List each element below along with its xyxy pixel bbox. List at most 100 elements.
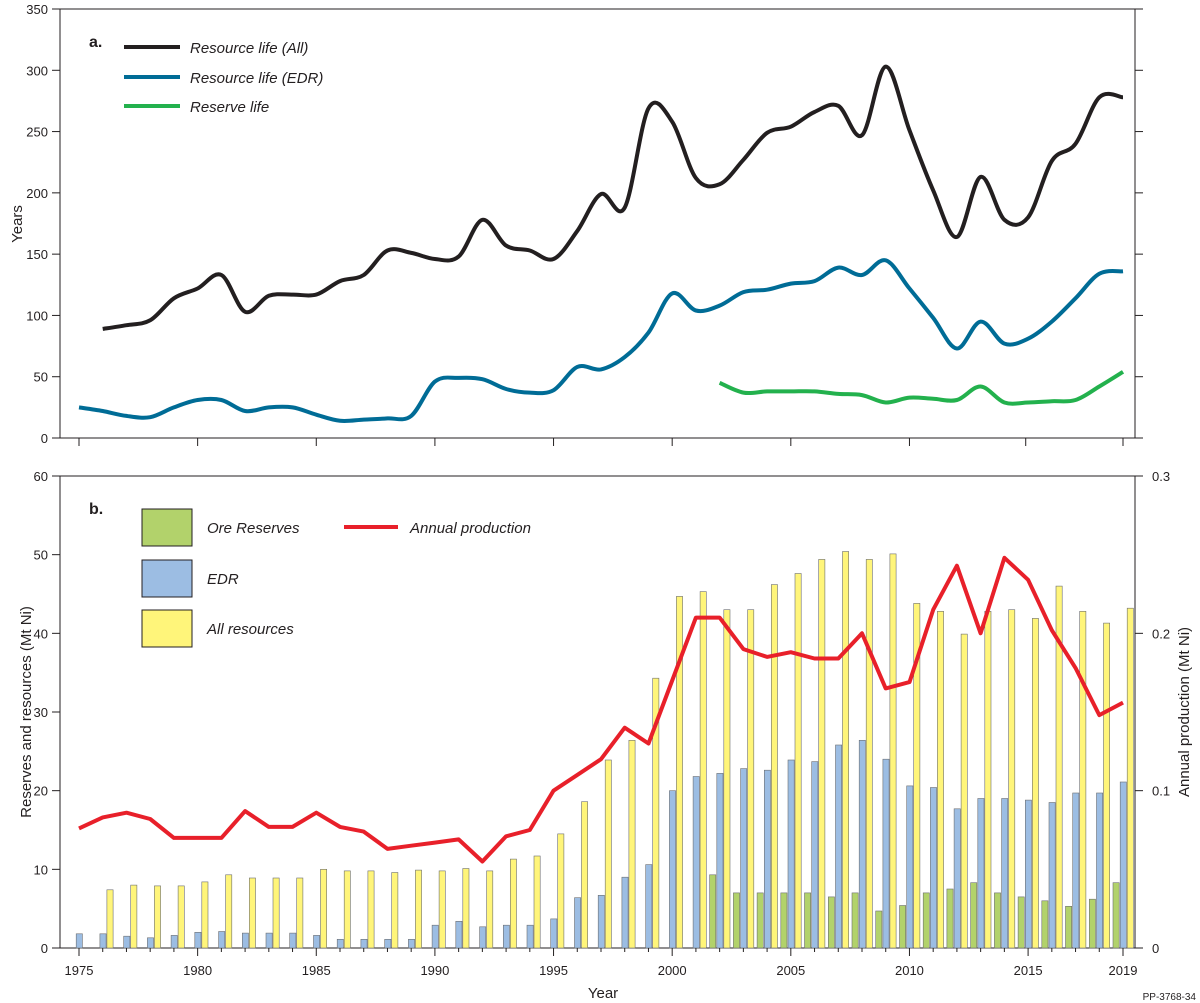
legend-label-edr: EDR <box>207 571 239 588</box>
y-axis-label-a: Years <box>9 205 26 243</box>
bar-all-resources <box>343 870 351 949</box>
y2-tick-label-b: 0 <box>1152 941 1159 956</box>
bar-edr <box>408 938 415 949</box>
bar-all-resources <box>984 610 992 949</box>
bar-all-resources <box>177 885 185 949</box>
bar-edr <box>1072 792 1080 949</box>
bar-ore-reserves <box>875 910 883 949</box>
bar-all-resources <box>604 759 612 949</box>
bar-edr <box>787 759 795 949</box>
y2-tick-label-b: 0.3 <box>1152 469 1170 484</box>
y2-axis-label-b: Annual production (Mt Ni) <box>1176 627 1193 797</box>
bar-all-resources <box>1032 618 1039 949</box>
bar-all-resources <box>1055 585 1063 949</box>
bar-all-resources <box>438 870 446 949</box>
figure-code: PP-3768-34 <box>1143 992 1197 1003</box>
bar-edr <box>763 769 771 949</box>
bar-edr <box>716 773 724 949</box>
bar-edr <box>574 897 581 949</box>
bar-ore-reserves <box>804 892 811 949</box>
panel-a-lines <box>78 64 1125 424</box>
y-tick-label-a: 300 <box>26 63 48 78</box>
bar-edr <box>858 739 866 949</box>
bar-edr <box>1048 802 1056 949</box>
panel-b-line <box>78 555 1124 864</box>
legend-swatch-edr <box>141 559 193 598</box>
panel-b-ticks: 0 10 20 30 40 50 60 0 0.1 0.2 0.3 1975 1980 1985 1990 1… <box>34 469 1171 978</box>
y2-tick-label-b: 0.2 <box>1152 626 1170 641</box>
bar-ore-reserves <box>851 892 859 949</box>
bar-ore-reserves <box>827 896 835 949</box>
y-tick-label-b: 40 <box>34 626 48 641</box>
bar-all-resources <box>628 739 636 949</box>
bar-edr <box>313 935 320 949</box>
bar-all-resources <box>913 603 921 949</box>
x-tick-label: 1975 <box>65 963 94 978</box>
bar-edr <box>550 918 558 949</box>
bar-edr <box>289 932 297 949</box>
legend-label-all-resources: All resources <box>206 621 294 638</box>
bar-edr <box>479 926 487 949</box>
bar-edr <box>1001 798 1009 949</box>
bar-edr <box>170 935 178 949</box>
bar-all-resources <box>960 633 968 949</box>
bar-all-resources <box>865 559 873 949</box>
legend-swatch-ore-reserves <box>141 508 193 547</box>
bar-edr <box>194 931 202 949</box>
bar-edr <box>75 933 83 949</box>
bar-all-resources <box>201 881 209 949</box>
bar-ore-reserves <box>994 892 1001 949</box>
y-tick-label-b: 10 <box>34 862 48 877</box>
bar-edr <box>502 924 510 949</box>
y-tick-label-a: 150 <box>26 247 48 262</box>
bar-edr <box>835 744 842 949</box>
x-tick-label: 2000 <box>658 963 687 978</box>
bar-all-resources <box>1103 622 1110 949</box>
bar-all-resources <box>225 874 233 949</box>
x-tick-label: 2010 <box>895 963 924 978</box>
bar-edr <box>597 894 605 949</box>
bar-all-resources <box>462 868 470 949</box>
y-tick-label-b: 60 <box>34 469 48 484</box>
y-tick-label-b: 50 <box>34 548 48 563</box>
y-tick-label-b: 0 <box>41 941 48 956</box>
y-tick-label-b: 20 <box>34 784 48 799</box>
bar-ore-reserves <box>946 888 954 949</box>
bar-all-resources <box>818 559 826 949</box>
panel-a-frame <box>59 8 1136 439</box>
bar-edr <box>953 808 961 949</box>
x-axis-label: Year <box>588 985 618 1002</box>
bar-edr <box>431 924 439 949</box>
bar-edr <box>242 932 249 949</box>
x-tick-label: 1990 <box>420 963 449 978</box>
bar-edr <box>218 931 226 949</box>
bar-all-resources <box>1079 610 1087 949</box>
bar-edr <box>645 864 653 949</box>
bar-edr <box>740 768 748 949</box>
bar-all-resources <box>320 868 327 949</box>
bar-ore-reserves <box>709 874 717 949</box>
bar-all-resources <box>296 877 304 949</box>
bar-edr <box>336 938 344 949</box>
x-tick-label: 2019 <box>1109 963 1138 978</box>
x-tick-label: 1995 <box>539 963 568 978</box>
y-tick-label-a: 100 <box>26 308 48 323</box>
bar-all-resources <box>794 573 802 949</box>
y-tick-label-a: 350 <box>26 2 48 17</box>
y-tick-label-b: 30 <box>34 705 48 720</box>
bar-edr <box>621 876 629 949</box>
bar-edr <box>692 776 700 949</box>
legend-a: Resource life (All) Resource life (EDR) … <box>124 40 323 116</box>
bar-edr <box>455 920 463 949</box>
legend-label-ore-reserves: Ore Reserves <box>207 520 300 537</box>
series-line-annual-production <box>78 555 1124 864</box>
series-line-reserve-life <box>718 370 1125 406</box>
bar-all-resources <box>1008 609 1016 949</box>
y-axis-label-b: Reserves and resources (Mt Ni) <box>18 606 35 818</box>
bar-edr <box>930 787 937 949</box>
bar-ore-reserves <box>780 892 788 949</box>
bar-edr <box>360 938 368 949</box>
bar-all-resources <box>770 584 778 949</box>
bar-edr <box>99 933 107 949</box>
